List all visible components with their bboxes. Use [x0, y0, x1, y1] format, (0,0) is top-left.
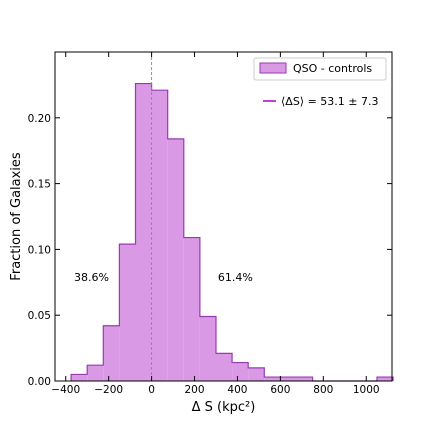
histogram-bar: [87, 365, 104, 381]
histogram-bar: [296, 377, 313, 381]
mean-line-label: ⟨ΔS⟩ = 53.1 ± 7.3: [281, 95, 379, 108]
histogram-bar: [248, 367, 265, 381]
histogram-bar: [376, 377, 394, 381]
histogram-bar: [183, 237, 200, 381]
legend: QSO - controls ⟨ΔS⟩ = 53.1 ± 7.3: [253, 57, 387, 108]
axis-ticks: −400 −200 0 200 400 600 800 1000 0.00 0.05 0.10 0.1…: [28, 52, 392, 396]
x-tick-label: 0: [148, 384, 155, 396]
histogram-bar: [119, 244, 136, 381]
histogram-bar: [232, 362, 249, 381]
histogram-bar: [71, 374, 88, 381]
x-tick-label: 800: [313, 384, 333, 396]
y-tick-label: 0.10: [28, 244, 51, 256]
x-axis-label: Δ S (kpc²): [192, 400, 256, 415]
histogram-bar: [103, 325, 120, 381]
x-tick-label: 1000: [353, 384, 380, 396]
histogram-bar: [167, 138, 184, 381]
y-tick-label: 0.00: [28, 376, 51, 388]
annotations: 38.6% 61.4%: [74, 271, 253, 284]
histogram-bar: [135, 83, 152, 382]
histogram-bar: [151, 90, 168, 381]
x-tick-label: −200: [94, 384, 123, 396]
y-axis-label: Fraction of Galaxies: [9, 152, 24, 281]
legend-label: QSO - controls: [293, 62, 372, 75]
x-tick-label: 600: [270, 384, 290, 396]
histogram-bar: [280, 377, 297, 381]
y-tick-label: 0.15: [28, 179, 51, 191]
histogram-bar: [199, 316, 216, 381]
legend-box: [253, 57, 387, 81]
legend-swatch: [259, 62, 287, 74]
histogram-bars: [70, 82, 394, 382]
percentage-annotation: 61.4%: [218, 271, 253, 284]
x-tick-label: 200: [184, 384, 204, 396]
y-tick-label: 0.20: [28, 113, 51, 125]
histogram-bar: [264, 377, 281, 381]
x-tick-label: −400: [51, 384, 80, 396]
histogram-bar: [215, 353, 233, 381]
y-tick-label: 0.05: [28, 310, 51, 322]
plot-frame: [54, 51, 393, 382]
percentage-annotation: 38.6%: [74, 271, 109, 284]
x-tick-label: 400: [227, 384, 247, 396]
